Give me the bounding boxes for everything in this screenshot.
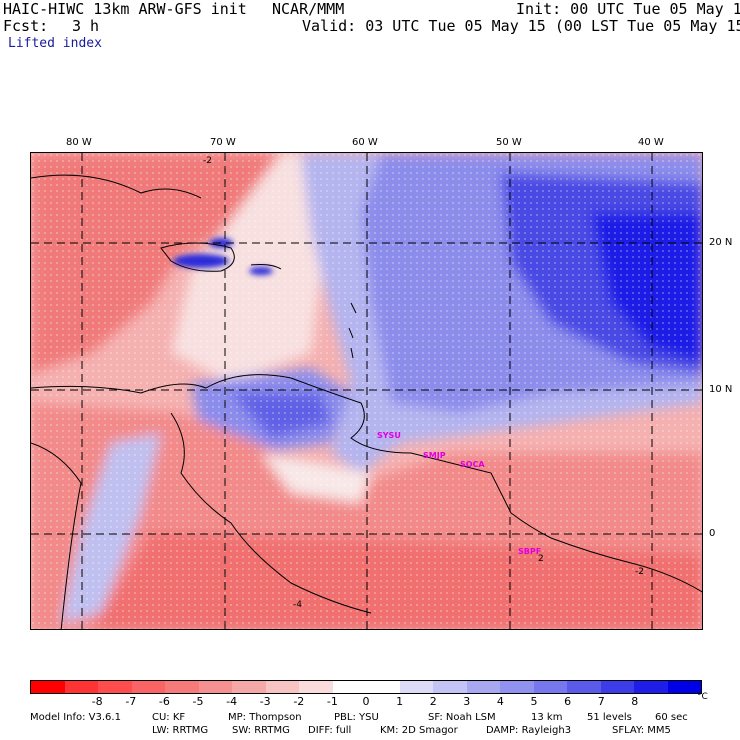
colorbar-segment (64, 681, 98, 693)
colorbar-segment (567, 681, 601, 693)
damping: DAMP: Rayleigh3 (486, 725, 572, 736)
contour-label: -2 (203, 156, 212, 166)
colorbar-tick-label: -7 (125, 695, 137, 708)
colorbar-segment (500, 681, 534, 693)
colorbar-segment (232, 681, 266, 693)
diffusion: DIFF: full (308, 725, 352, 736)
longwave-scheme: LW: RRTMG (152, 725, 209, 736)
contour-label: 2 (538, 554, 544, 564)
org-label: NCAR/MMM (272, 0, 345, 18)
colorbar-tick-label: 8 (631, 695, 639, 708)
resolution: 13 km (531, 712, 563, 723)
colorbar-unit: °C (697, 692, 708, 702)
colorbar-tick-label: -2 (293, 695, 305, 708)
field-name: Lifted index (8, 36, 102, 51)
colorbar-tick-label: -1 (326, 695, 338, 708)
surface-scheme: SF: Noah LSM (428, 712, 496, 723)
colorbar (30, 680, 702, 694)
station-label: SMJP (423, 451, 446, 460)
valid-time: Valid: 03 UTC Tue 05 May 15 (00 LST Tue … (302, 17, 740, 35)
colorbar-segment (31, 681, 65, 693)
lon-label: 80 W (66, 137, 92, 148)
model-info: Model Info: V3.6.1 (30, 712, 121, 723)
colorbar-tick-label: 5 (530, 695, 538, 708)
lon-label: 60 W (352, 137, 378, 148)
init-time: Init: 00 UTC Tue 05 May 15 (516, 0, 740, 18)
contour-label: -4 (293, 600, 302, 610)
colorbar-segment (600, 681, 634, 693)
colorbar-segment (667, 681, 701, 693)
colorbar-tick-label: 1 (396, 695, 404, 708)
station-label: SBPF (518, 547, 542, 556)
colorbar-segment (265, 681, 299, 693)
colorbar-segment (533, 681, 567, 693)
map-field (31, 153, 702, 629)
model-title: HAIC-HIWC 13km ARW-GFS init (3, 0, 247, 18)
colorbar-tick-label: -8 (91, 695, 103, 708)
lon-label: 50 W (496, 137, 522, 148)
colorbar-segment (332, 681, 366, 693)
colorbar-tick-label: 3 (463, 695, 471, 708)
cumulus-scheme: CU: KF (152, 712, 186, 723)
lat-label: 0 (709, 528, 716, 539)
timestep: 60 sec (655, 712, 688, 723)
lat-label: 20 N (709, 237, 733, 248)
forecast-hour: 3 h (72, 17, 100, 35)
colorbar-segment (433, 681, 467, 693)
colorbar-tick-label: -3 (259, 695, 271, 708)
colorbar-tick-label: 6 (564, 695, 572, 708)
colorbar-tick-label: 4 (496, 695, 504, 708)
colorbar-segment (366, 681, 400, 693)
forecast-label: Fcst: (3, 17, 49, 35)
colorbar-tick-label: -6 (158, 695, 170, 708)
pbl-scheme: PBL: YSU (334, 712, 379, 723)
lat-label: 10 N (709, 384, 733, 395)
shortwave-scheme: SW: RRTMG (232, 725, 290, 736)
levels: 51 levels (587, 712, 632, 723)
station-label: SYSU (377, 431, 401, 440)
colorbar-tick-label: -5 (192, 695, 204, 708)
km-option: KM: 2D Smagor (380, 725, 458, 736)
contour-label: -2 (635, 567, 644, 577)
colorbar-segment (198, 681, 232, 693)
colorbar-segment (466, 681, 500, 693)
lon-label: 70 W (210, 137, 236, 148)
microphysics-scheme: MP: Thompson (228, 712, 302, 723)
colorbar-segment (634, 681, 668, 693)
station-label: SOCA (460, 460, 485, 469)
colorbar-segment (165, 681, 199, 693)
colorbar-tick-label: 2 (429, 695, 437, 708)
lifted-index-map: -2 -4 -2 2 SYSU SMJP SOCA SBPF (30, 152, 703, 630)
colorbar-tick-label: 0 (362, 695, 370, 708)
colorbar-segment (98, 681, 132, 693)
colorbar-segment (399, 681, 433, 693)
colorbar-segment (131, 681, 165, 693)
colorbar-tick-label: 7 (597, 695, 605, 708)
colorbar-segment (299, 681, 333, 693)
surface-layer: SFLAY: MM5 (612, 725, 671, 736)
colorbar-tick-label: -4 (226, 695, 238, 708)
lon-label: 40 W (638, 137, 664, 148)
